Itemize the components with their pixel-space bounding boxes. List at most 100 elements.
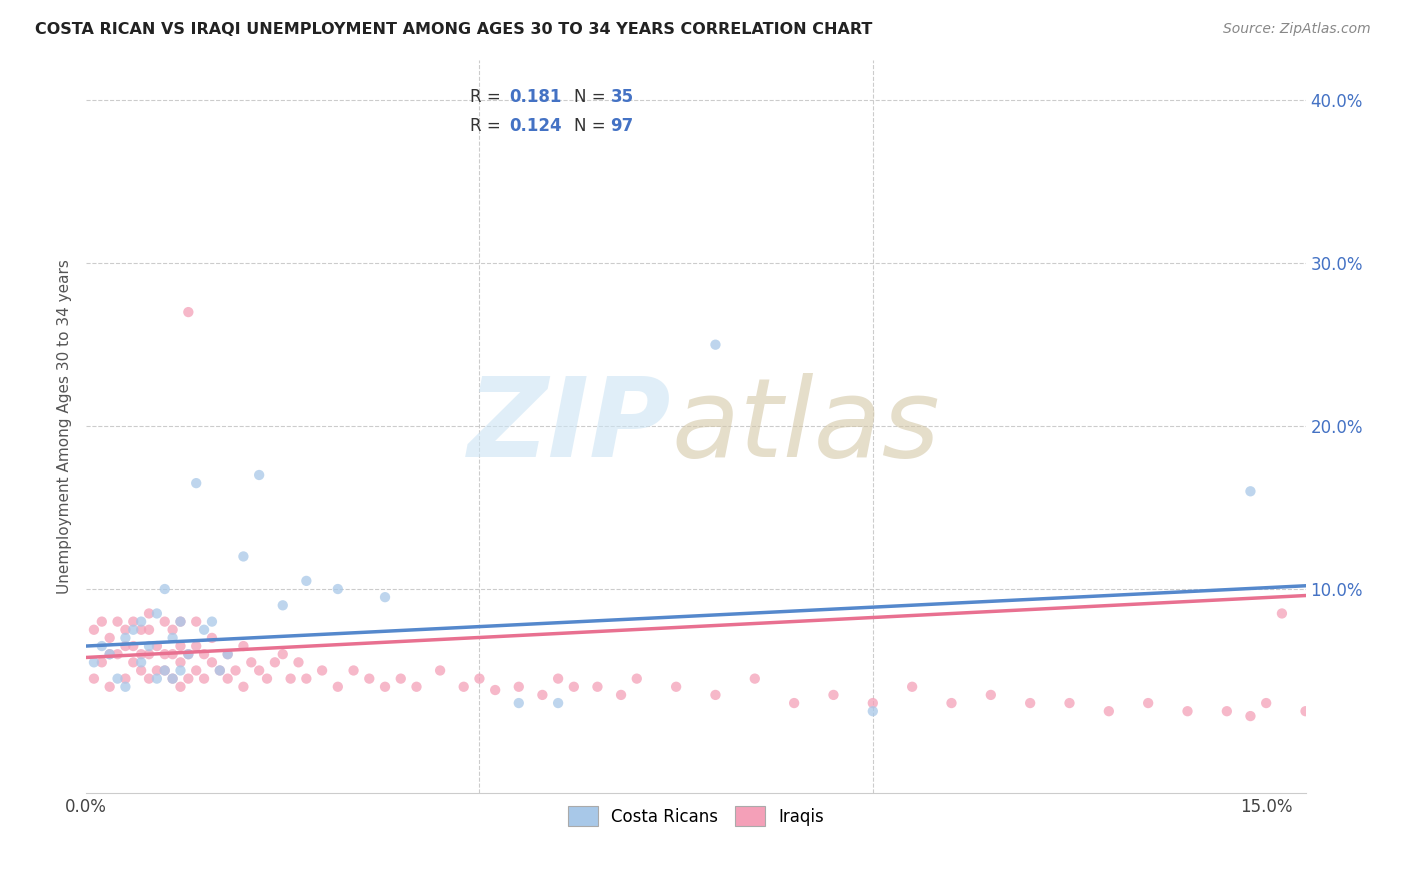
Point — [162, 647, 184, 661]
Point — [162, 672, 184, 686]
Point — [1177, 704, 1199, 718]
Point — [862, 704, 884, 718]
Text: COSTA RICAN VS IRAQI UNEMPLOYMENT AMONG AGES 30 TO 34 YEARS CORRELATION CHART: COSTA RICAN VS IRAQI UNEMPLOYMENT AMONG … — [35, 22, 873, 37]
Point — [256, 672, 278, 686]
Point — [217, 647, 239, 661]
Point — [453, 680, 475, 694]
Point — [326, 680, 349, 694]
Point — [271, 599, 294, 613]
Point — [98, 647, 121, 661]
Point — [114, 680, 136, 694]
Point — [547, 672, 569, 686]
Legend: Costa Ricans, Iraqis: Costa Ricans, Iraqis — [558, 797, 834, 836]
Point — [1317, 712, 1340, 726]
Point — [98, 631, 121, 645]
Point — [468, 672, 491, 686]
Point — [862, 696, 884, 710]
Point — [1137, 696, 1160, 710]
Point — [129, 623, 152, 637]
Point — [626, 672, 648, 686]
Point — [129, 664, 152, 678]
Point — [114, 623, 136, 637]
Point — [586, 680, 609, 694]
Point — [146, 639, 169, 653]
Point — [359, 672, 381, 686]
Point — [1271, 607, 1294, 621]
Point — [610, 688, 633, 702]
Point — [90, 656, 112, 670]
Point — [186, 639, 208, 653]
Text: N =: N = — [574, 88, 610, 106]
Text: atlas: atlas — [672, 373, 941, 480]
Point — [783, 696, 806, 710]
Point — [1239, 709, 1261, 723]
Point — [186, 615, 208, 629]
Point — [138, 607, 160, 621]
Point — [247, 468, 270, 483]
Point — [177, 647, 200, 661]
Point — [138, 672, 160, 686]
Text: N =: N = — [574, 118, 610, 136]
Point — [122, 615, 145, 629]
Point — [193, 647, 215, 661]
Point — [169, 656, 191, 670]
Text: 0.124: 0.124 — [509, 118, 562, 136]
Point — [744, 672, 766, 686]
Point — [138, 647, 160, 661]
Point — [508, 680, 530, 694]
Point — [186, 476, 208, 491]
Point — [295, 574, 318, 588]
Point — [193, 623, 215, 637]
Point — [83, 656, 105, 670]
Point — [169, 664, 191, 678]
Point — [232, 680, 254, 694]
Point — [326, 582, 349, 596]
Point — [153, 647, 176, 661]
Point — [98, 647, 121, 661]
Point — [122, 656, 145, 670]
Point — [114, 639, 136, 653]
Point — [295, 672, 318, 686]
Point — [1334, 715, 1357, 730]
Point — [208, 664, 231, 678]
Point — [138, 623, 160, 637]
Point — [146, 672, 169, 686]
Point — [280, 672, 302, 686]
Point — [114, 672, 136, 686]
Point — [374, 590, 396, 604]
Point — [1216, 704, 1239, 718]
Point — [129, 615, 152, 629]
Point — [153, 615, 176, 629]
Point — [201, 656, 224, 670]
Point — [177, 672, 200, 686]
Point — [90, 615, 112, 629]
Point — [1295, 704, 1317, 718]
Point — [980, 688, 1002, 702]
Point — [138, 639, 160, 653]
Point — [107, 647, 129, 661]
Point — [240, 656, 263, 670]
Point — [146, 664, 169, 678]
Text: R =: R = — [470, 118, 506, 136]
Point — [169, 615, 191, 629]
Point — [232, 639, 254, 653]
Point — [98, 680, 121, 694]
Point — [1059, 696, 1081, 710]
Point — [264, 656, 287, 670]
Text: R =: R = — [470, 88, 506, 106]
Point — [169, 639, 191, 653]
Point — [1098, 704, 1121, 718]
Point — [1239, 484, 1261, 499]
Point — [704, 337, 727, 351]
Point — [217, 647, 239, 661]
Point — [186, 664, 208, 678]
Point — [941, 696, 963, 710]
Point — [177, 305, 200, 319]
Point — [531, 688, 554, 702]
Point — [162, 631, 184, 645]
Point — [287, 656, 309, 670]
Point — [83, 623, 105, 637]
Point — [129, 647, 152, 661]
Point — [901, 680, 924, 694]
Point — [162, 623, 184, 637]
